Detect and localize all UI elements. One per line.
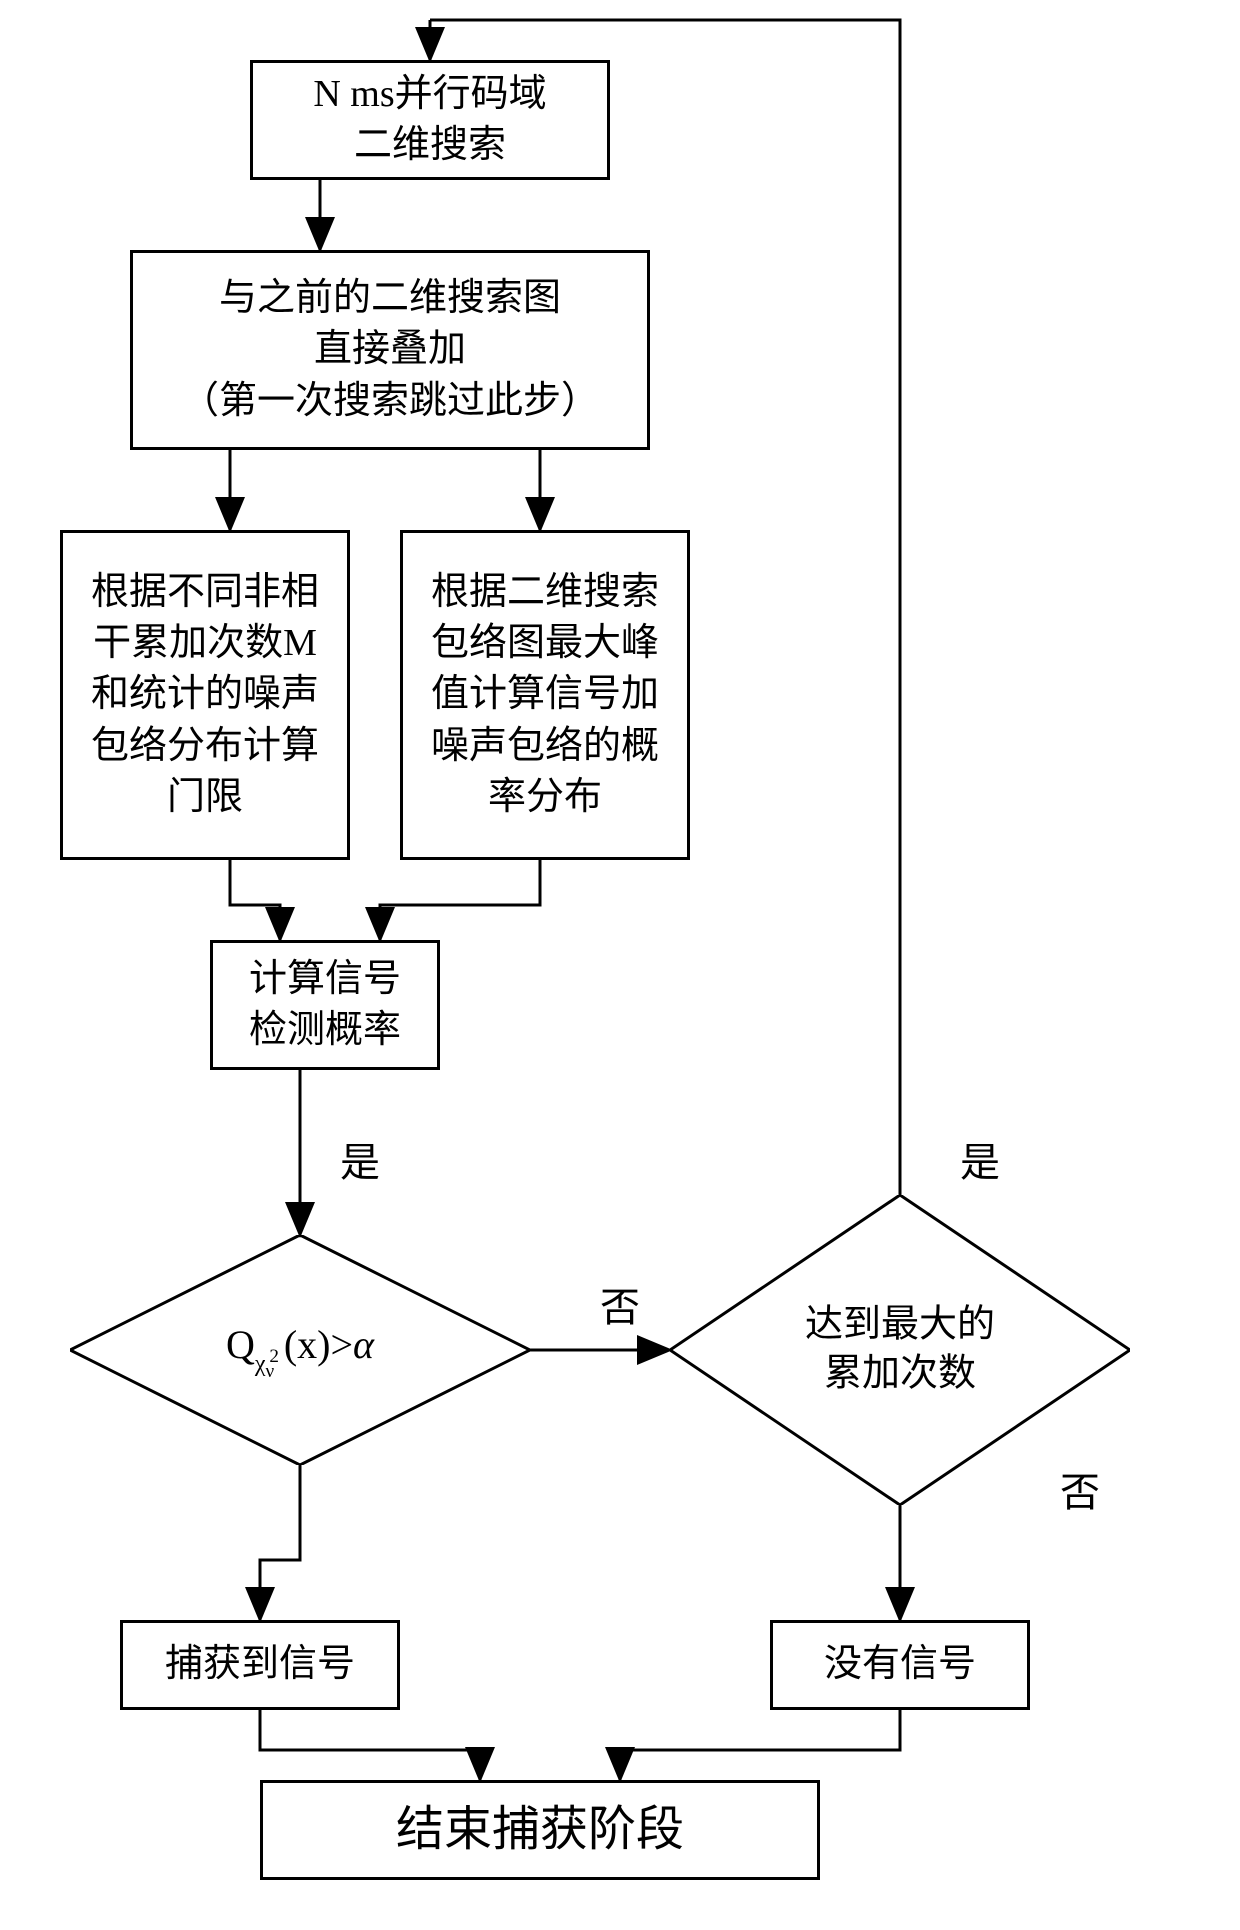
edges-svg xyxy=(0,0,1240,1930)
